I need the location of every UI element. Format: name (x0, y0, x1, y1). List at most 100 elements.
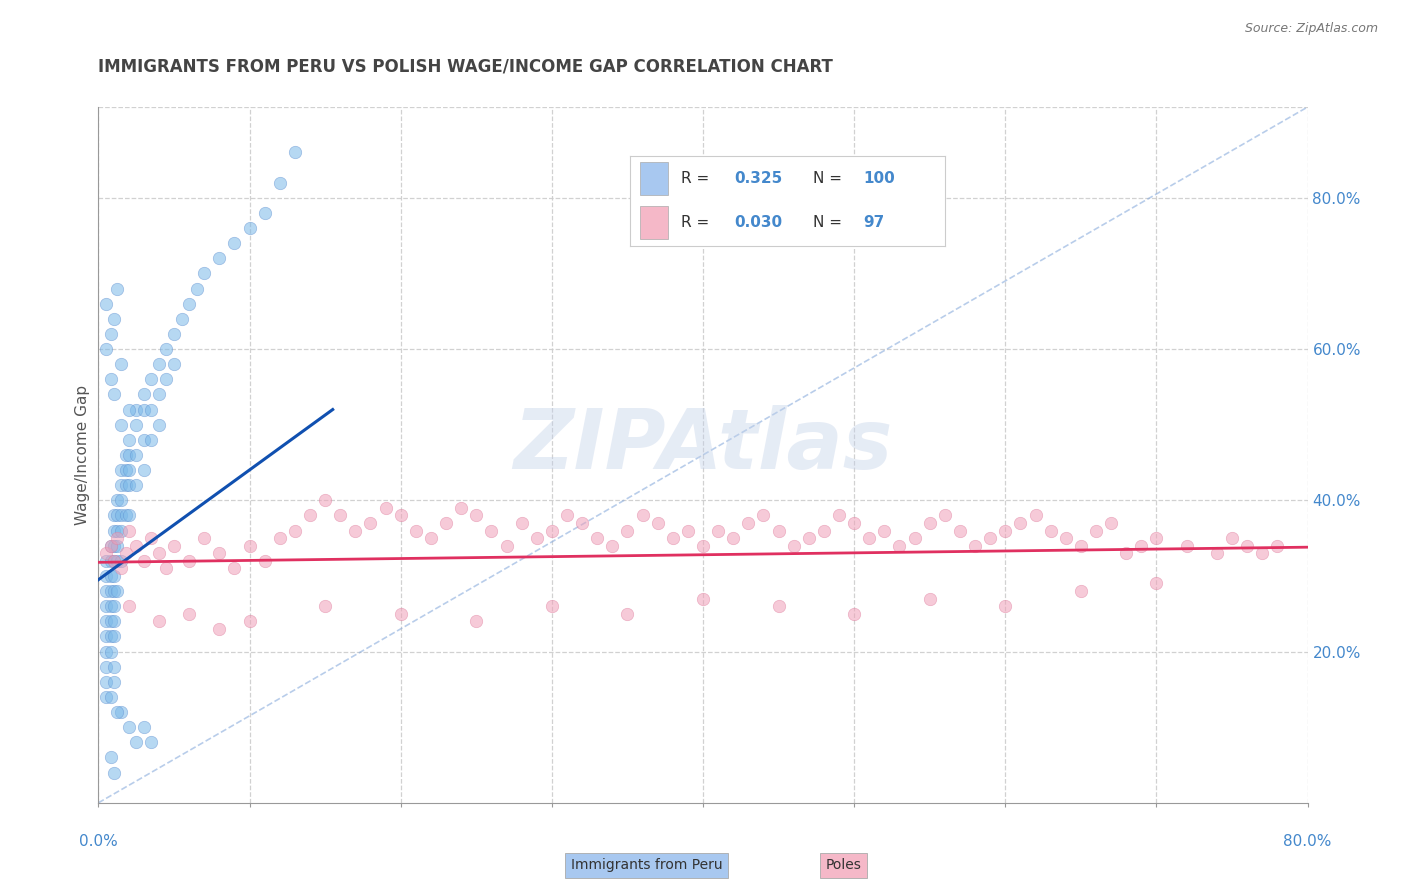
Point (105, 531, 128, 545)
Point (179, 554, 201, 568)
Point (481, 524, 503, 538)
Point (662, 531, 685, 545)
Point (105, 705, 128, 719)
Point (889, 539, 911, 553)
Point (1236, 539, 1258, 553)
Point (103, 569, 125, 583)
Point (450, 500, 472, 515)
Point (103, 584, 125, 599)
Point (94, 674, 117, 689)
Point (103, 674, 125, 689)
Point (616, 607, 638, 621)
Point (163, 326, 186, 341)
Point (389, 607, 412, 621)
Text: 100: 100 (863, 171, 894, 186)
Point (934, 508, 956, 523)
Text: R =: R = (681, 171, 709, 186)
Point (918, 591, 941, 606)
Point (692, 539, 714, 553)
Point (1144, 576, 1167, 591)
Point (118, 599, 141, 614)
Point (360, 516, 382, 530)
Point (647, 516, 669, 530)
Point (110, 705, 132, 719)
Point (465, 508, 488, 523)
Point (103, 629, 125, 643)
Point (100, 584, 122, 599)
Point (141, 531, 163, 545)
Point (1070, 584, 1092, 599)
Point (602, 539, 624, 553)
Point (1220, 531, 1243, 545)
Point (723, 531, 745, 545)
Point (768, 599, 790, 614)
Point (132, 463, 155, 477)
Point (118, 433, 141, 447)
Point (179, 296, 201, 310)
Point (94, 599, 117, 614)
Point (100, 554, 122, 568)
Point (100, 644, 122, 658)
Bar (640, 162, 668, 194)
Point (118, 402, 141, 417)
Point (186, 281, 208, 295)
Text: 0.325: 0.325 (734, 171, 783, 186)
Point (148, 546, 170, 560)
Point (586, 531, 609, 545)
Text: ZIPAtlas: ZIPAtlas (513, 406, 893, 486)
Point (118, 463, 141, 477)
Text: 0.0%: 0.0% (79, 834, 118, 849)
Point (707, 524, 730, 538)
Text: R =: R = (681, 215, 709, 230)
Point (132, 387, 155, 401)
Point (114, 448, 136, 462)
Point (1099, 516, 1122, 530)
Text: Immigrants from Peru: Immigrants from Peru (571, 858, 723, 872)
Point (125, 417, 148, 432)
Point (224, 236, 246, 251)
Point (148, 387, 170, 401)
Point (965, 539, 987, 553)
Point (540, 524, 562, 538)
Point (141, 372, 163, 386)
Point (110, 493, 132, 508)
Point (389, 508, 412, 523)
Point (132, 554, 155, 568)
Point (100, 750, 122, 764)
Point (239, 615, 262, 629)
Point (434, 516, 457, 530)
Point (1039, 524, 1062, 538)
Text: IMMIGRANTS FROM PERU VS POLISH WAGE/INCOME GAP CORRELATION CHART: IMMIGRANTS FROM PERU VS POLISH WAGE/INCO… (98, 58, 834, 76)
Point (148, 615, 170, 629)
Point (141, 402, 163, 417)
Point (1070, 539, 1092, 553)
Point (239, 539, 262, 553)
Point (103, 615, 125, 629)
Point (100, 569, 122, 583)
Point (105, 584, 128, 599)
Point (208, 252, 231, 266)
Point (768, 524, 790, 538)
Point (94, 629, 117, 643)
Point (103, 508, 125, 523)
Bar (640, 206, 668, 239)
Point (284, 524, 307, 538)
Point (105, 493, 128, 508)
Point (904, 531, 927, 545)
Point (783, 539, 806, 553)
Point (1130, 539, 1153, 553)
Point (100, 599, 122, 614)
Point (114, 463, 136, 477)
Point (737, 516, 759, 530)
Point (105, 539, 128, 553)
Point (94, 615, 117, 629)
Point (752, 508, 775, 523)
Point (571, 516, 593, 530)
Point (105, 281, 128, 295)
Text: N =: N = (813, 215, 842, 230)
Point (1175, 539, 1198, 553)
Text: 0.030: 0.030 (734, 215, 782, 230)
Point (1010, 516, 1032, 530)
Point (105, 554, 128, 568)
Point (858, 531, 880, 545)
